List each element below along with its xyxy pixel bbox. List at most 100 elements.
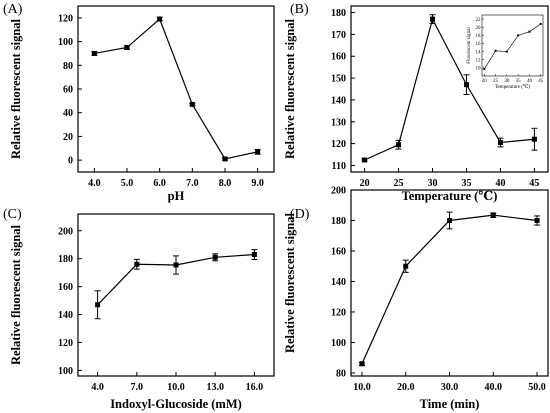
inset-y-tick-label: 12 (476, 58, 482, 63)
y-tick-label: 160 (331, 52, 346, 63)
y-tick-label: 130 (331, 117, 346, 128)
y-tick-label: 40 (63, 108, 73, 119)
y-tick-label: 170 (331, 30, 346, 41)
inset-chart: 10 12 14 16 18 20 22 20 25 30 35 40 45 Temperature (℃… (467, 14, 544, 90)
x-tick-label: 6.0 (153, 178, 166, 189)
data-point (255, 149, 261, 155)
inset-data-point (539, 22, 542, 25)
inset-x-tick-label: 40 (527, 79, 533, 84)
y-tick-label: 80 (63, 61, 73, 72)
data-point (134, 261, 140, 267)
data-point (490, 212, 496, 218)
x-axis-label: Temperature (℃) (402, 189, 498, 203)
data-point (403, 263, 409, 269)
series-line (361, 214, 538, 365)
inset-y-axis-label: Fluorescent signal (467, 27, 472, 64)
panel-label: (A) (3, 2, 23, 17)
plot-frame (77, 5, 275, 173)
data-point (359, 361, 365, 367)
y-tick-label: 0 (68, 156, 73, 167)
chart-panel-c: (C) 100 120 140 160 180 200 4.0 7.0 10.0 13.0 16.0 I… (3, 207, 275, 411)
inset-y-tick-label: 10 (476, 67, 482, 72)
inset-data-point (528, 30, 531, 33)
y-tick-label: 140 (331, 95, 346, 106)
inset-x-tick-label: 20 (482, 79, 488, 84)
x-tick-label: 4.0 (88, 178, 101, 189)
inset-x-axis-label: Temperature (℃) (495, 84, 531, 90)
x-axis-label: pH (168, 189, 185, 203)
data-point (531, 136, 537, 142)
x-tick-label: 20.0 (397, 382, 415, 393)
y-tick-label: 120 (58, 13, 73, 24)
x-tick-label: 30 (428, 178, 438, 189)
chart-panel-d: (D) 80 100 120 140 160 180 200 10.0 20.0 30.0 40.0 5… (283, 186, 549, 411)
y-tick-label: 120 (58, 338, 73, 349)
y-tick-label: 100 (331, 338, 346, 349)
x-tick-label: 10.0 (167, 382, 185, 393)
y-tick-label: 140 (331, 277, 346, 288)
y-tick-label: 160 (58, 282, 73, 293)
x-tick-label: 7.0 (131, 382, 144, 393)
data-point (124, 45, 130, 50)
inset-y-tick-label: 18 (476, 34, 482, 39)
inset-data-point (517, 34, 520, 37)
x-tick-label: 50.0 (528, 382, 546, 393)
y-axis-label: Relative fluorescent signal (283, 212, 297, 353)
data-point (251, 252, 257, 257)
chart-panel-b: (B) 110 120 130 140 150 160 170 180 20 25 30 35 40 45 T… (283, 2, 549, 203)
data-point (212, 254, 218, 260)
x-tick-label: 5.0 (121, 178, 134, 189)
series-line (94, 18, 258, 160)
data-point (173, 262, 179, 268)
y-tick-label: 60 (63, 85, 73, 96)
y-tick-label: 120 (331, 139, 346, 150)
x-tick-label: 7.0 (186, 178, 199, 189)
series-line (364, 17, 535, 161)
data-point (189, 101, 195, 107)
x-tick-label: 45 (529, 178, 539, 189)
y-tick-label: 100 (58, 37, 73, 48)
inset-x-tick-label: 45 (538, 79, 544, 84)
y-tick-label: 100 (58, 366, 73, 377)
inset-frame (481, 14, 544, 77)
data-point (463, 82, 469, 88)
y-tick-label: 160 (331, 246, 346, 257)
x-tick-label: 20 (360, 178, 370, 189)
x-tick-label: 10.0 (353, 382, 371, 393)
x-tick-label: 40 (495, 178, 505, 189)
y-tick-label: 120 (331, 307, 346, 318)
plot-frame (350, 5, 549, 173)
data-point (497, 140, 503, 146)
data-point (534, 217, 540, 223)
y-tick-label: 140 (58, 310, 73, 321)
data-point (157, 16, 163, 22)
y-tick-label: 180 (331, 216, 346, 227)
inset-data-point (505, 50, 508, 53)
inset-y-tick-label: 16 (476, 42, 482, 47)
inset-x-tick-label: 30 (504, 79, 510, 84)
x-tick-label: 40.0 (485, 382, 503, 393)
data-point (362, 157, 368, 163)
y-axis-label: Relative fluorescent signal (283, 18, 297, 159)
data-point (222, 156, 228, 162)
inset-y-tick-label: 22 (476, 18, 482, 23)
y-tick-label: 180 (331, 8, 346, 19)
x-tick-label: 8.0 (219, 178, 232, 189)
y-tick-label: 110 (332, 161, 346, 172)
data-point (447, 217, 452, 223)
y-tick-label: 80 (336, 368, 346, 379)
y-tick-label: 200 (58, 226, 73, 237)
inset-data-point (494, 49, 497, 52)
data-point (95, 302, 101, 308)
y-tick-label: 200 (331, 186, 346, 197)
panel-label: (C) (3, 207, 22, 222)
x-tick-label: 9.0 (251, 178, 264, 189)
y-tick-label: 150 (331, 74, 346, 85)
inset-y-tick-label: 14 (476, 50, 482, 55)
x-tick-label: 35 (461, 178, 471, 189)
inset-series-line (484, 23, 541, 70)
y-tick-label: 20 (63, 132, 73, 143)
x-axis-label: Time (min) (420, 397, 480, 411)
panel-label: (D) (290, 207, 310, 222)
y-tick-label: 180 (58, 254, 73, 265)
